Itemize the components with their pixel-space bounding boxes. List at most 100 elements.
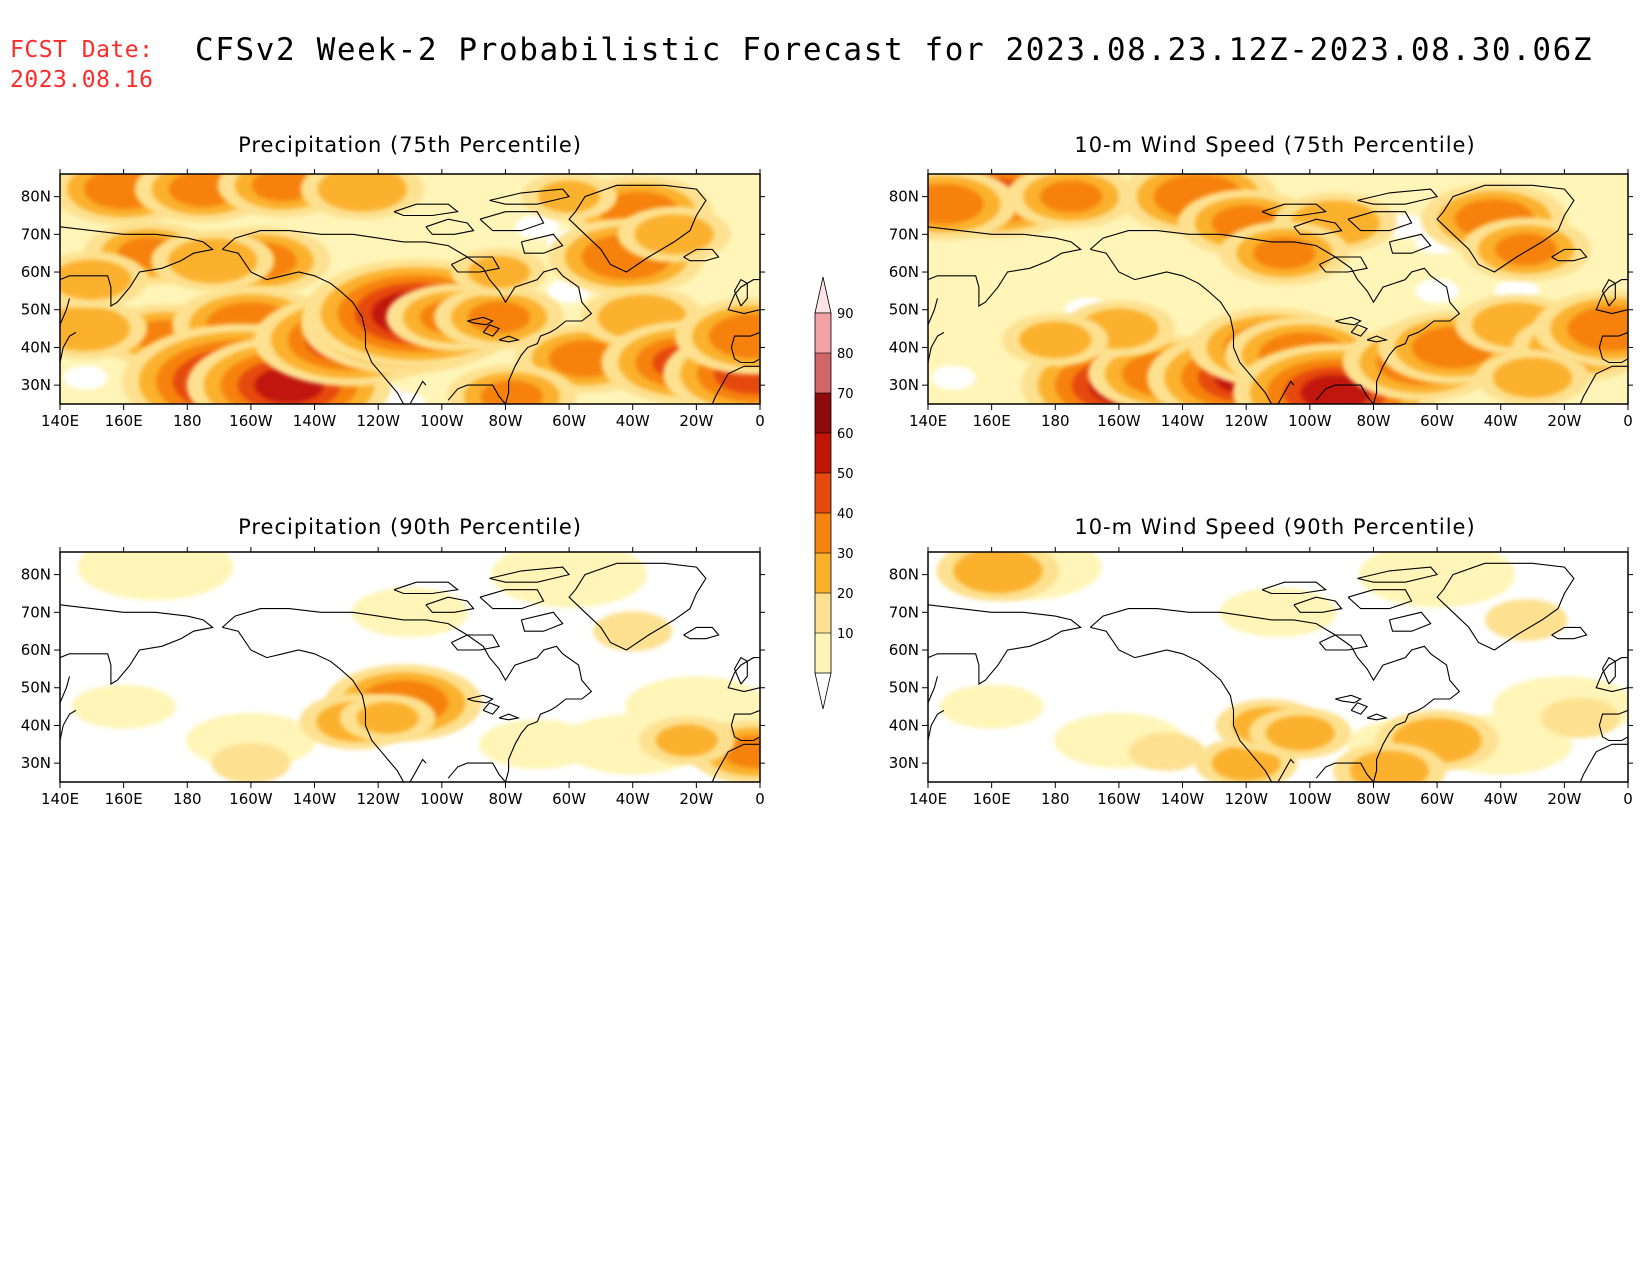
fcst-date-label: FCST Date: [10, 37, 154, 63]
coastline [221, 230, 593, 404]
lon-tick-label: 140E [41, 412, 79, 430]
probability-field [928, 174, 1628, 404]
coastline [425, 218, 475, 235]
lon-tick-label: 180 [1041, 412, 1070, 430]
coastline [1598, 331, 1628, 364]
coastline [683, 626, 720, 640]
field-contour [709, 313, 760, 359]
lon-tick-label: 140W [293, 412, 337, 430]
lat-tick-label: 50N [889, 679, 919, 697]
map-panel-3: 140E 160E 180 160W 140W 120W 100W 80W 60W 40W 20W 0… [21, 547, 765, 808]
lat-tick-label: 40N [889, 716, 919, 734]
colorbar-label: 20 [837, 587, 854, 602]
colorbar-bottom-arrow [814, 672, 832, 710]
field-contour [60, 259, 132, 300]
lon-tick-label: 60W [1420, 412, 1454, 430]
coastline [222, 248, 405, 404]
coastline [1335, 316, 1362, 326]
lon-tick-label: 160E [105, 412, 143, 430]
lat-tick-label: 60N [889, 641, 919, 659]
coastline [1318, 256, 1368, 273]
probability-field [928, 552, 1628, 782]
lon-tick-label: 20W [1547, 790, 1581, 808]
lat-tick-label: 80N [889, 188, 919, 206]
field-contour [1300, 375, 1370, 404]
coastline [520, 611, 564, 632]
field-contour [60, 306, 131, 351]
field-low [1415, 278, 1460, 303]
colorbar-label: 10 [837, 627, 854, 642]
field-low [931, 365, 976, 390]
field-contour [1495, 233, 1558, 266]
lon-tick-label: 120W [1224, 412, 1268, 430]
lat-tick-label: 30N [889, 376, 919, 394]
field-contour [593, 611, 673, 652]
field-contour [634, 214, 714, 255]
map-panel-2: 140E 160E 180 160W 140W 120W 100W 80W 60W 40W 20W 0… [889, 169, 1633, 430]
lon-tick-label: 180 [173, 412, 202, 430]
colorbar-label: 90 [837, 307, 854, 322]
lat-tick-label: 50N [21, 679, 51, 697]
coastline [520, 233, 564, 254]
coastline [482, 702, 501, 715]
lat-tick-label: 30N [889, 754, 919, 772]
coastline [60, 298, 71, 326]
coastline [1350, 702, 1369, 715]
field-band [939, 684, 1044, 729]
coastline [683, 248, 720, 262]
coastline [1293, 218, 1343, 235]
colorbar-segment [815, 393, 831, 433]
coastline [479, 211, 545, 232]
coastline [479, 589, 545, 610]
colorbar-segment [815, 593, 831, 633]
coastline [568, 184, 707, 273]
coastlines [60, 184, 760, 404]
lon-tick-label: 0 [755, 412, 765, 430]
field-contour [468, 301, 531, 334]
coastline [1261, 581, 1328, 595]
field-low [515, 214, 560, 239]
lon-tick-label: 120W [356, 412, 400, 430]
coastline [733, 278, 748, 307]
map-panels: 140E 160E 180 160W 140W 120W 100W 80W 60W 40W 20W 0… [21, 169, 1633, 808]
coastline [928, 331, 945, 363]
coastline [1357, 566, 1439, 583]
lon-tick-label: 0 [1623, 790, 1633, 808]
colorbar-label: 80 [837, 347, 854, 362]
coastline [928, 676, 939, 704]
colorbar-segment [815, 553, 831, 593]
probability-field [60, 174, 760, 404]
coastline [928, 604, 1082, 685]
coastline [425, 596, 475, 613]
lat-tick-label: 30N [21, 754, 51, 772]
coastline [568, 562, 707, 651]
colorbar-label: 40 [837, 507, 854, 522]
coastline [1293, 596, 1343, 613]
coastline [1579, 743, 1628, 782]
lon-tick-label: 180 [173, 790, 202, 808]
coastline [467, 316, 494, 326]
coastline [60, 676, 71, 704]
colorbar-label: 30 [837, 547, 854, 562]
lat-tick-label: 50N [889, 301, 919, 319]
coastline [1318, 634, 1368, 651]
lon-tick-label: 140W [1161, 412, 1205, 430]
coastline [222, 626, 405, 782]
coastline [1089, 230, 1461, 404]
coastline [221, 608, 593, 782]
lat-tick-label: 80N [21, 188, 51, 206]
lon-tick-label: 180 [1041, 790, 1070, 808]
coastlines [60, 562, 760, 782]
colorbar-top-arrow [814, 276, 832, 314]
map-frame [59, 551, 761, 783]
field-contour [211, 743, 291, 782]
field-contour [168, 238, 258, 284]
lon-tick-label: 140W [1161, 790, 1205, 808]
lon-tick-label: 160W [229, 412, 273, 430]
coastline [489, 188, 571, 205]
lon-tick-label: 80W [488, 790, 522, 808]
lon-tick-label: 140E [909, 412, 947, 430]
lon-tick-label: 40W [616, 412, 650, 430]
colorbar-segment [815, 473, 831, 513]
